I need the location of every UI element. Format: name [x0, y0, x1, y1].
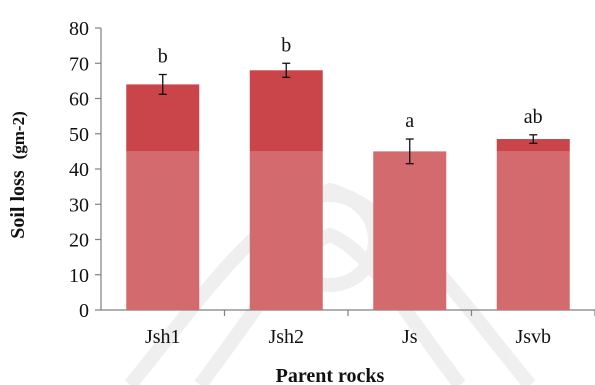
- x-axis-title: Parent rocks: [276, 365, 385, 385]
- x-tick-label: Js: [402, 326, 418, 348]
- error-bar: [282, 62, 291, 78]
- y-tick-label: 0: [79, 300, 89, 322]
- y-tick-label: 30: [69, 194, 89, 216]
- y-axis-title-main: Soil loss: [7, 170, 29, 239]
- bar: [373, 151, 447, 310]
- bar-lower-segment: [373, 151, 447, 310]
- y-tick-label: 40: [69, 159, 89, 181]
- y-axis-title: Soil loss (gm-2): [7, 111, 29, 239]
- significance-letter: b: [158, 46, 168, 68]
- y-axis: 0 10 20 30 40 50 60 70 80: [69, 18, 102, 322]
- bar: [496, 139, 570, 310]
- error-bar: [158, 73, 167, 95]
- error-bars-group: [158, 62, 538, 165]
- bar: [249, 70, 323, 310]
- y-tick-label: 80: [69, 18, 89, 40]
- y-tick-label: 70: [69, 53, 89, 75]
- bar: [126, 84, 200, 310]
- x-tick-label: Jsh1: [145, 326, 181, 348]
- significance-letter: b: [281, 34, 291, 56]
- y-tick-label: 60: [69, 89, 89, 111]
- bar-upper-segment: [496, 139, 570, 152]
- y-tick-label: 10: [69, 265, 89, 287]
- bar-lower-segment: [496, 151, 570, 310]
- bar-upper-segment: [126, 84, 200, 152]
- error-bar: [405, 138, 414, 165]
- x-axis: Jsh1 Jsh2 Js Jsvb: [101, 309, 595, 348]
- bars-group: [126, 70, 570, 310]
- bar-upper-segment: [249, 70, 323, 152]
- y-tick-label: 20: [69, 230, 89, 252]
- significance-letter: a: [405, 110, 414, 132]
- significance-letter: ab: [524, 106, 543, 128]
- bar-lower-segment: [126, 151, 200, 310]
- error-bar: [529, 134, 538, 144]
- significance-letters-group: b b a ab: [158, 34, 543, 132]
- x-tick-label: Jsvb: [515, 326, 551, 348]
- y-tick-label: 50: [69, 124, 89, 146]
- y-axis-title-unit: (gm-2): [9, 111, 28, 159]
- bar-lower-segment: [249, 151, 323, 310]
- x-tick-label: Jsh2: [268, 326, 304, 348]
